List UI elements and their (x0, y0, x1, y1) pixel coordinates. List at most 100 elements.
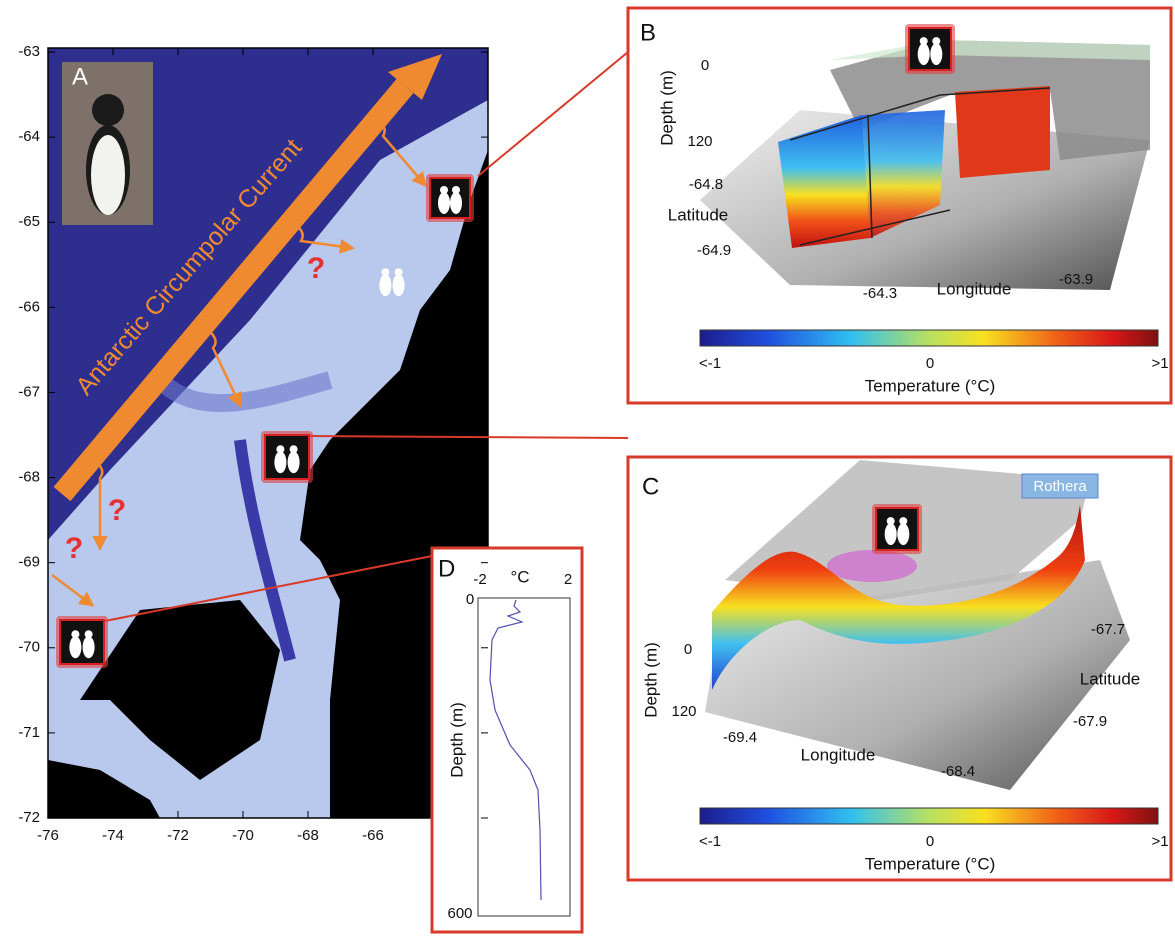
x-tick-label: -72 (167, 827, 189, 844)
temperature-curtain (955, 86, 1050, 178)
question-mark: ? (307, 252, 325, 285)
penguin-icon (261, 431, 313, 483)
penguin-icon (897, 523, 910, 546)
x-tick-label: -66 (362, 827, 384, 844)
x-tick-label: -74 (102, 827, 124, 844)
tick-label: 0 (684, 641, 692, 658)
penguin-icon (59, 619, 105, 665)
colorbar-title: Temperature (°C) (865, 376, 996, 395)
penguin-icon (379, 274, 392, 297)
channel (234, 439, 296, 662)
tick-label: -64.9 (697, 242, 731, 259)
penguin-icon (429, 177, 471, 219)
tick-label: 2 (564, 571, 572, 588)
penguin-icon (450, 192, 462, 214)
colorbar-tick: 0 (926, 355, 934, 372)
colorbar-tick: >1 (1151, 355, 1168, 372)
x-tick-label: -70 (232, 827, 254, 844)
panel-label: A (72, 63, 88, 90)
penguin-icon (440, 186, 448, 194)
penguin-icon (84, 630, 93, 639)
penguin-icon (71, 630, 80, 639)
tick-label: 120 (687, 133, 712, 150)
current-arrow (53, 78, 414, 502)
question-mark: ? (65, 532, 83, 565)
penguin-icon (905, 24, 955, 74)
station-box (1021, 473, 1099, 499)
track (789, 87, 1051, 246)
y-tick-label: -69 (18, 554, 40, 571)
penguin-icon (886, 517, 895, 526)
tick-label: 0 (701, 57, 709, 74)
flow-arrows (51, 119, 427, 607)
panel-label: B (640, 19, 656, 46)
foraging-area (827, 550, 917, 582)
penguin-icon (69, 636, 82, 659)
y-tick-label: -64 (18, 128, 40, 145)
penguin-icon (872, 504, 922, 554)
penguin-icon (426, 174, 474, 222)
tick-label: -64.8 (689, 176, 723, 193)
penguin-icon (289, 445, 298, 454)
penguin-icon (884, 523, 897, 546)
x-tick-label: -68 (297, 827, 319, 844)
colorbar-tick: 0 (926, 833, 934, 850)
panel-frame (430, 546, 584, 934)
panel-label: D (438, 555, 455, 582)
y-tick-label: -71 (18, 724, 40, 741)
tick-label: -64.3 (863, 285, 897, 302)
penguin-icon (394, 268, 403, 277)
penguin-icon (932, 37, 941, 46)
penguin-photo (92, 94, 124, 126)
y-tick-label: -66 (18, 298, 40, 315)
temperature-curtain (778, 115, 870, 248)
axis-title: Depth (m) (657, 70, 676, 146)
plot-frame (477, 597, 571, 917)
colorbar-title: Temperature (°C) (865, 854, 996, 873)
map-frame (47, 47, 489, 819)
temperature-curtain (712, 505, 1085, 690)
tick-label: 600 (447, 905, 472, 922)
penguin-icon (381, 268, 390, 277)
colorbar (699, 329, 1159, 347)
penguin-icon (56, 616, 108, 668)
current-arrow (388, 54, 442, 100)
land (48, 760, 160, 818)
x-tick-label: -76 (37, 827, 59, 844)
penguin-icon (917, 43, 930, 66)
temperature-profile (489, 599, 542, 901)
tick-label: -2 (473, 571, 486, 588)
penguin-icon (919, 37, 928, 46)
question-mark: ? (108, 494, 126, 527)
penguin-icon (274, 451, 287, 474)
y-tick-label: -72 (18, 809, 40, 826)
axis-title: Depth (m) (641, 642, 660, 718)
tick-label: -63.9 (1059, 271, 1093, 288)
colorbar-tick: <-1 (699, 355, 721, 372)
penguin-icon (438, 192, 450, 214)
axis-title: Latitude (1080, 669, 1141, 688)
y-tick-label: -65 (18, 213, 40, 230)
y-tick-label: -67 (18, 383, 40, 400)
penguin-icon (392, 274, 405, 297)
tick-label: -67.9 (1073, 713, 1107, 730)
y-tick-label: -63 (18, 43, 40, 60)
tick-label: 0 (466, 591, 474, 608)
station-label: Rothera (1033, 478, 1087, 495)
penguin-icon (276, 445, 285, 454)
axis-title: Longitude (801, 745, 876, 764)
penguin-icon (908, 27, 952, 71)
penguin-icon (452, 186, 460, 194)
panel-label: C (642, 473, 659, 500)
axis-unit: °C (510, 567, 529, 586)
temperature-curtain (862, 110, 945, 238)
y-tick-label: -68 (18, 469, 40, 486)
penguin-photo (91, 135, 125, 215)
tick-label: -69.4 (723, 729, 757, 746)
colorbar-tick: >1 (1151, 833, 1168, 850)
tick-label: -67.7 (1091, 621, 1125, 638)
colorbar-tick: <-1 (699, 833, 721, 850)
penguin-icon (930, 43, 943, 66)
